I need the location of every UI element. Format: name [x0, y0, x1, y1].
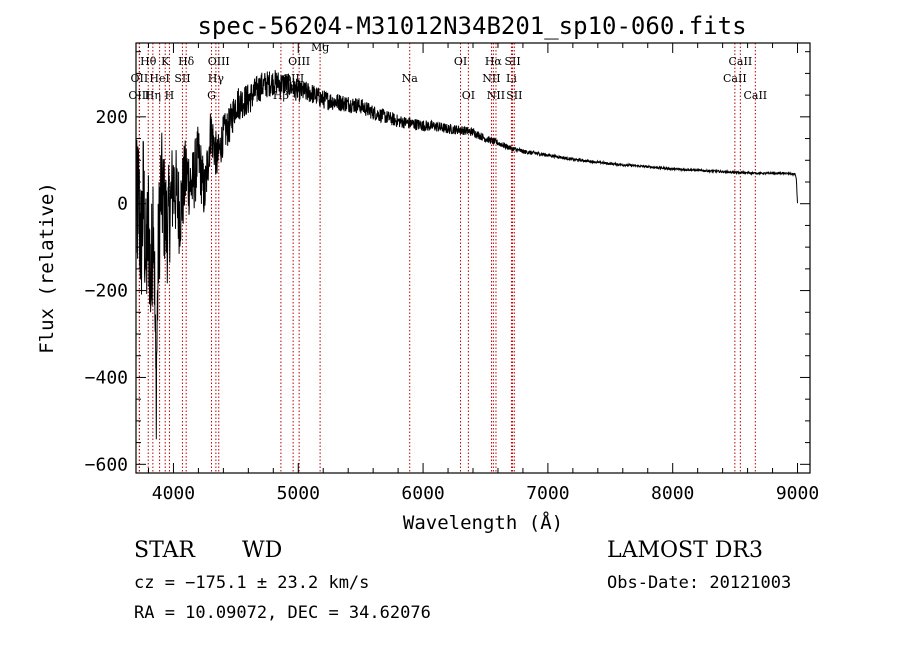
- x-axis-label: Wavelength (Å): [403, 511, 563, 534]
- y-axis-label: Flux (relative): [36, 182, 58, 354]
- line-label-21: NII: [487, 89, 505, 102]
- spectrum-line: [135, 70, 798, 440]
- object-subclass: WD: [242, 538, 283, 563]
- line-label-25: CaII: [729, 55, 753, 68]
- line-label-15: Mg: [311, 41, 329, 54]
- y-axis-ticks: −600 −400 −200 0 200: [85, 51, 810, 475]
- spectrum-series: [135, 70, 798, 440]
- line-label-22: SII: [504, 55, 520, 68]
- x-tick-label-4000: 4000: [152, 483, 195, 504]
- line-label-7: SII: [174, 72, 190, 85]
- line-label-9: OIII: [208, 55, 230, 68]
- line-label-6: H: [165, 89, 175, 102]
- line-label-1: OII: [131, 72, 149, 85]
- x-tick-label-6000: 6000: [401, 483, 444, 504]
- line-label-16: Na: [402, 72, 419, 85]
- line-label-23: Li: [506, 72, 517, 85]
- x-tick-label-7000: 7000: [526, 483, 569, 504]
- line-label-26: CaII: [723, 72, 747, 85]
- y-tick-label--400: −400: [85, 367, 128, 388]
- line-label-10: Hγ: [208, 72, 225, 85]
- coordinates: RA = 10.09072, DEC = 34.62076: [134, 603, 431, 623]
- line-label-19: Hα: [485, 55, 503, 68]
- line-label-8: Hδ: [178, 55, 195, 68]
- y-tick-label--600: −600: [85, 454, 128, 475]
- x-axis-ticks: 4000 5000 6000 7000 8000 9000: [147, 43, 819, 504]
- y-tick-label-200: 200: [95, 107, 128, 128]
- spectral-line-markers: [138, 43, 756, 473]
- x-tick-label-5000: 5000: [277, 483, 320, 504]
- line-label-3: Hη: [145, 89, 161, 102]
- line-label-0: Hθ: [140, 55, 157, 68]
- line-label-11: G: [207, 89, 216, 102]
- line-label-4: HeI: [149, 72, 169, 85]
- chart-title: spec-56204-M31012N34B201_sp10-060.fits: [197, 12, 746, 40]
- survey-name: LAMOST DR3: [607, 538, 763, 563]
- x-tick-label-9000: 9000: [776, 483, 819, 504]
- line-label-27: CaII: [743, 89, 767, 102]
- line-label-5: K: [161, 55, 170, 68]
- line-label-24: SII: [506, 89, 522, 102]
- redshift-velocity: cz = −175.1 ± 23.2 km/s: [134, 573, 370, 593]
- line-label-18: OI: [462, 89, 475, 102]
- spectrum-chart: spec-56204-M31012N34B201_sp10-060.fits H…: [36, 12, 819, 534]
- y-tick-label--200: −200: [85, 281, 128, 302]
- y-tick-label-0: 0: [117, 194, 128, 215]
- object-class: STAR: [134, 538, 195, 563]
- line-label-13: OIII: [288, 55, 310, 68]
- observation-date: Obs-Date: 20121003: [607, 573, 792, 593]
- x-tick-label-8000: 8000: [651, 483, 694, 504]
- line-label-20: NII: [482, 72, 500, 85]
- line-label-17: OI: [454, 55, 467, 68]
